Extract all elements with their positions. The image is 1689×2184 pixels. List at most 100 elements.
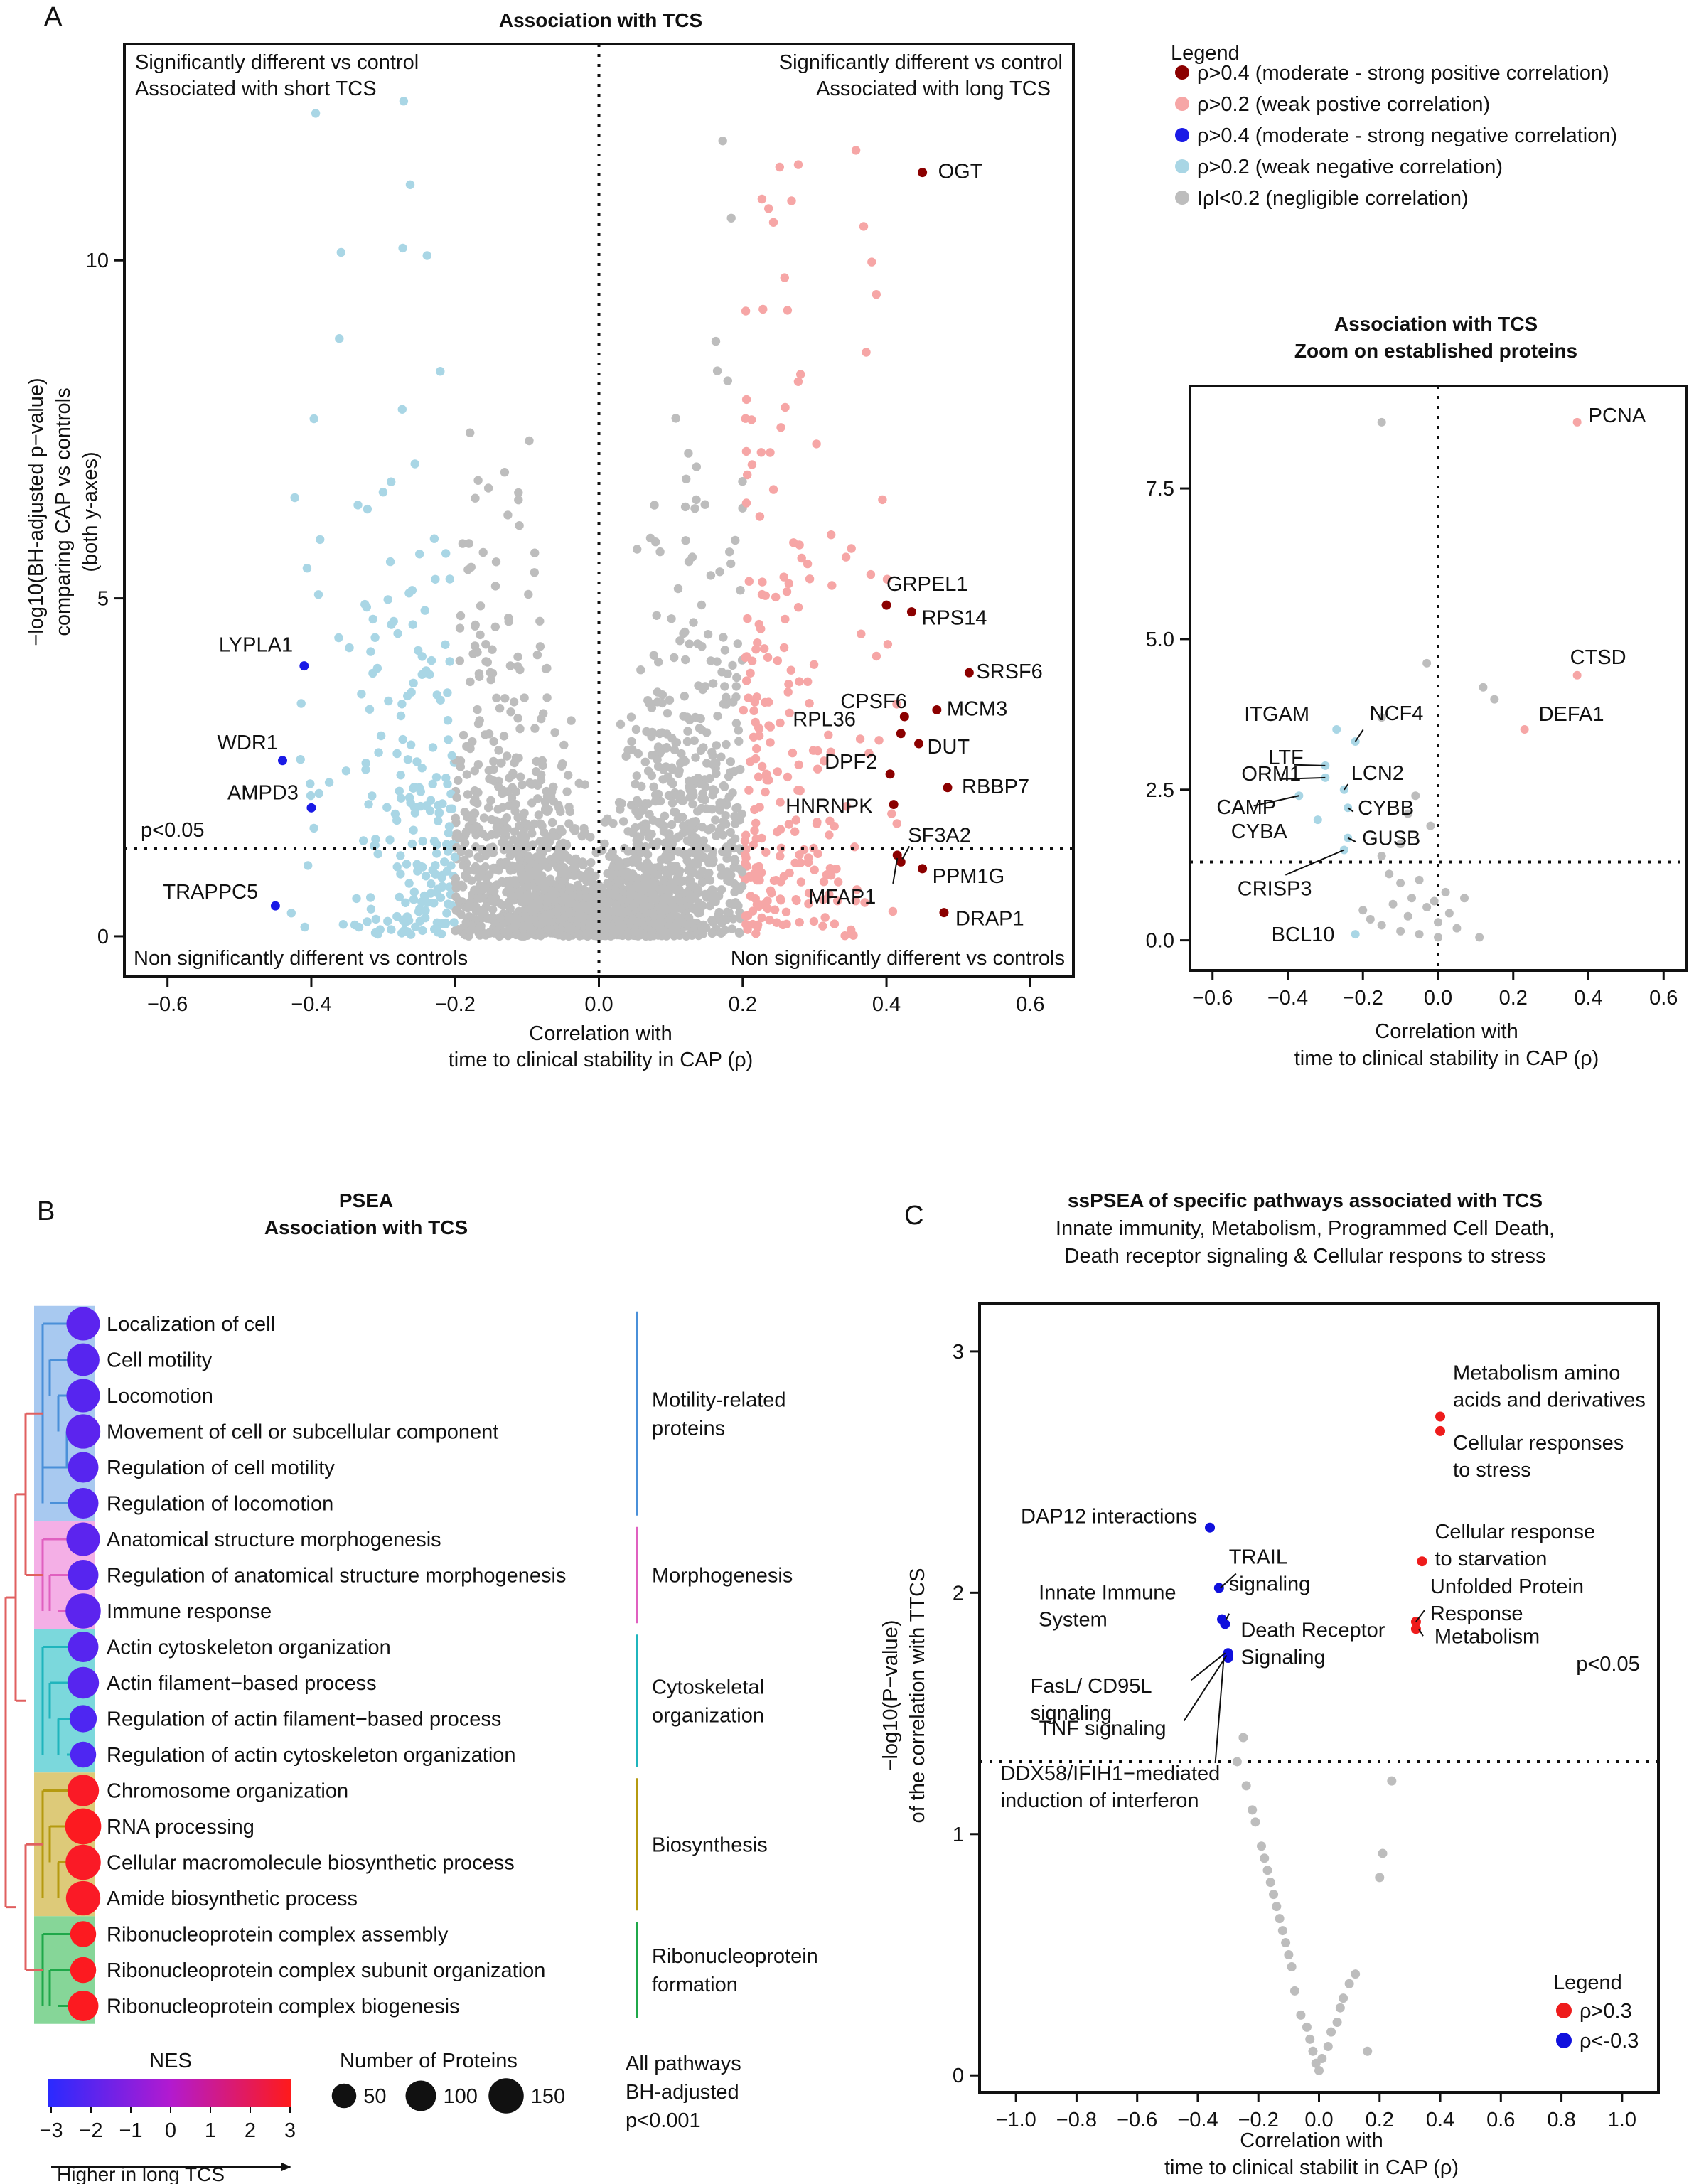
- group-label: Motility-related: [652, 1388, 786, 1411]
- leader-line: [1418, 1628, 1424, 1637]
- labeled-point: [1417, 1556, 1427, 1567]
- background-point: [584, 869, 594, 879]
- background-point: [857, 629, 866, 638]
- background-point: [627, 737, 636, 746]
- background-point: [1238, 1733, 1248, 1743]
- background-point: [700, 500, 709, 509]
- legend-a-title: Legend: [1171, 42, 1240, 65]
- background-point: [769, 876, 779, 886]
- background-point: [1490, 695, 1499, 704]
- main-ylabel-line3: (both y-axes): [79, 451, 102, 572]
- background-point: [631, 806, 640, 816]
- background-point: [737, 867, 747, 877]
- background-point: [888, 906, 898, 916]
- background-point: [690, 736, 699, 745]
- background-point: [795, 918, 804, 927]
- background-point: [559, 913, 569, 923]
- sspsea-legend-title: Legend: [1553, 1971, 1622, 1994]
- main-scatter-plot: Association with TCS p<0.05 Significantl…: [25, 9, 1075, 1071]
- pathway-dot: [68, 1488, 99, 1519]
- background-point: [804, 899, 813, 909]
- background-point: [658, 698, 667, 708]
- background-point: [682, 737, 692, 746]
- group-label: organization: [652, 1704, 764, 1727]
- background-point: [783, 687, 793, 697]
- background-point: [1441, 887, 1450, 896]
- labeled-point: [1572, 670, 1582, 680]
- background-point: [442, 867, 452, 876]
- background-point: [404, 879, 414, 888]
- legend-a-swatch: [1175, 65, 1189, 80]
- background-point: [513, 714, 522, 723]
- x-tick-label: 0.4: [1574, 987, 1602, 1010]
- leader-line: [1279, 776, 1326, 781]
- background-point: [488, 848, 498, 857]
- background-point: [550, 896, 559, 906]
- quadrant-bottom-right: Non significantly different vs controls: [731, 947, 1065, 970]
- background-point: [530, 819, 539, 829]
- leader-line: [1183, 1655, 1228, 1722]
- background-point: [428, 743, 438, 752]
- background-point: [401, 898, 410, 908]
- background-point: [574, 914, 584, 923]
- background-point: [670, 904, 680, 913]
- background-point: [527, 903, 537, 912]
- background-point: [473, 760, 483, 769]
- nes-tick-label: 2: [245, 2119, 256, 2142]
- background-point: [547, 818, 557, 828]
- labeled-point: [885, 769, 895, 779]
- background-point: [547, 787, 557, 797]
- background-point: [515, 863, 525, 872]
- background-point: [734, 726, 744, 735]
- background-point: [630, 899, 640, 909]
- background-point: [667, 765, 677, 774]
- background-point: [697, 823, 707, 832]
- background-point: [413, 867, 422, 876]
- background-point: [452, 793, 461, 803]
- background-point: [459, 730, 468, 740]
- background-point: [830, 822, 839, 831]
- background-point: [710, 786, 719, 796]
- leader-line: [901, 845, 911, 860]
- background-point: [706, 656, 716, 665]
- background-point: [850, 842, 859, 852]
- background-point: [748, 906, 758, 916]
- background-point: [779, 572, 788, 582]
- background-point: [765, 916, 774, 925]
- background-point: [793, 160, 803, 169]
- nes-tick-label: −3: [39, 2119, 63, 2142]
- background-point: [524, 589, 533, 599]
- background-point: [698, 685, 707, 695]
- point-label: AMPD3: [227, 781, 299, 804]
- background-point: [737, 809, 746, 819]
- pathway-label: Cell motility: [107, 1349, 213, 1372]
- background-point: [402, 912, 412, 921]
- background-point: [677, 749, 686, 759]
- background-point: [361, 765, 370, 774]
- background-point: [825, 889, 834, 899]
- background-point: [726, 213, 736, 223]
- legend-a-label: ρ>0.2 (weak postive correlation): [1197, 93, 1490, 116]
- group-label: Ribonucleoprotein: [652, 1945, 818, 1968]
- background-point: [521, 833, 530, 842]
- background-point: [657, 917, 667, 926]
- background-point: [316, 535, 325, 545]
- background-point: [498, 788, 507, 798]
- background-point: [805, 699, 814, 708]
- pathway-label: Anatomical structure morphogenesis: [107, 1529, 441, 1551]
- background-point: [690, 882, 699, 892]
- pathway-dot: [70, 1956, 97, 1984]
- background-point: [428, 779, 437, 789]
- background-point: [708, 887, 718, 897]
- y-tick-label: 10: [86, 250, 109, 272]
- labeled-point: [1220, 1619, 1230, 1629]
- background-point: [692, 495, 701, 505]
- background-point: [383, 595, 392, 604]
- background-point: [513, 662, 522, 671]
- background-point: [892, 819, 901, 828]
- background-point: [751, 645, 761, 654]
- point-label: ORM1: [1241, 763, 1301, 786]
- background-point: [786, 665, 796, 675]
- background-point: [741, 498, 751, 508]
- labeled-point: [899, 712, 909, 722]
